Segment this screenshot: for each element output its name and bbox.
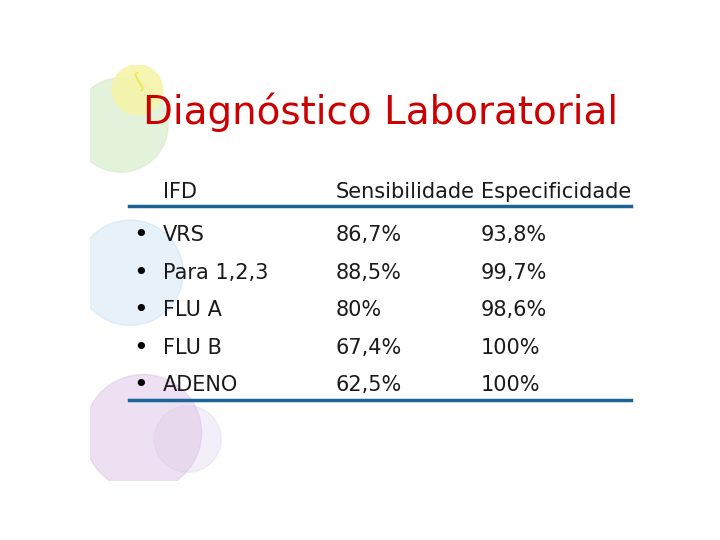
Text: VRS: VRS bbox=[163, 225, 204, 245]
Text: FLU B: FLU B bbox=[163, 338, 222, 357]
Text: •: • bbox=[133, 261, 148, 285]
Text: •: • bbox=[133, 223, 148, 247]
Text: Para 1,2,3: Para 1,2,3 bbox=[163, 262, 268, 283]
Text: •: • bbox=[133, 335, 148, 360]
Text: Diagnóstico Laboratorial: Diagnóstico Laboratorial bbox=[143, 93, 618, 132]
Text: 100%: 100% bbox=[481, 338, 540, 357]
Text: ADENO: ADENO bbox=[163, 375, 238, 395]
Text: •: • bbox=[133, 373, 148, 397]
Text: 100%: 100% bbox=[481, 375, 540, 395]
Text: Especificidade: Especificidade bbox=[481, 181, 631, 201]
Ellipse shape bbox=[154, 406, 221, 472]
Text: 62,5%: 62,5% bbox=[336, 375, 402, 395]
Text: ʃ: ʃ bbox=[132, 72, 147, 92]
Text: IFD: IFD bbox=[163, 181, 197, 201]
Ellipse shape bbox=[112, 65, 163, 114]
Text: 86,7%: 86,7% bbox=[336, 225, 402, 245]
Ellipse shape bbox=[77, 220, 183, 326]
Text: 99,7%: 99,7% bbox=[481, 262, 547, 283]
Text: 88,5%: 88,5% bbox=[336, 262, 401, 283]
Text: FLU A: FLU A bbox=[163, 300, 222, 320]
Text: 98,6%: 98,6% bbox=[481, 300, 547, 320]
Text: 80%: 80% bbox=[336, 300, 382, 320]
Text: 93,8%: 93,8% bbox=[481, 225, 546, 245]
Text: •: • bbox=[133, 298, 148, 322]
Text: 67,4%: 67,4% bbox=[336, 338, 402, 357]
Text: Sensibilidade: Sensibilidade bbox=[336, 181, 474, 201]
Ellipse shape bbox=[73, 78, 168, 172]
Ellipse shape bbox=[84, 375, 202, 491]
